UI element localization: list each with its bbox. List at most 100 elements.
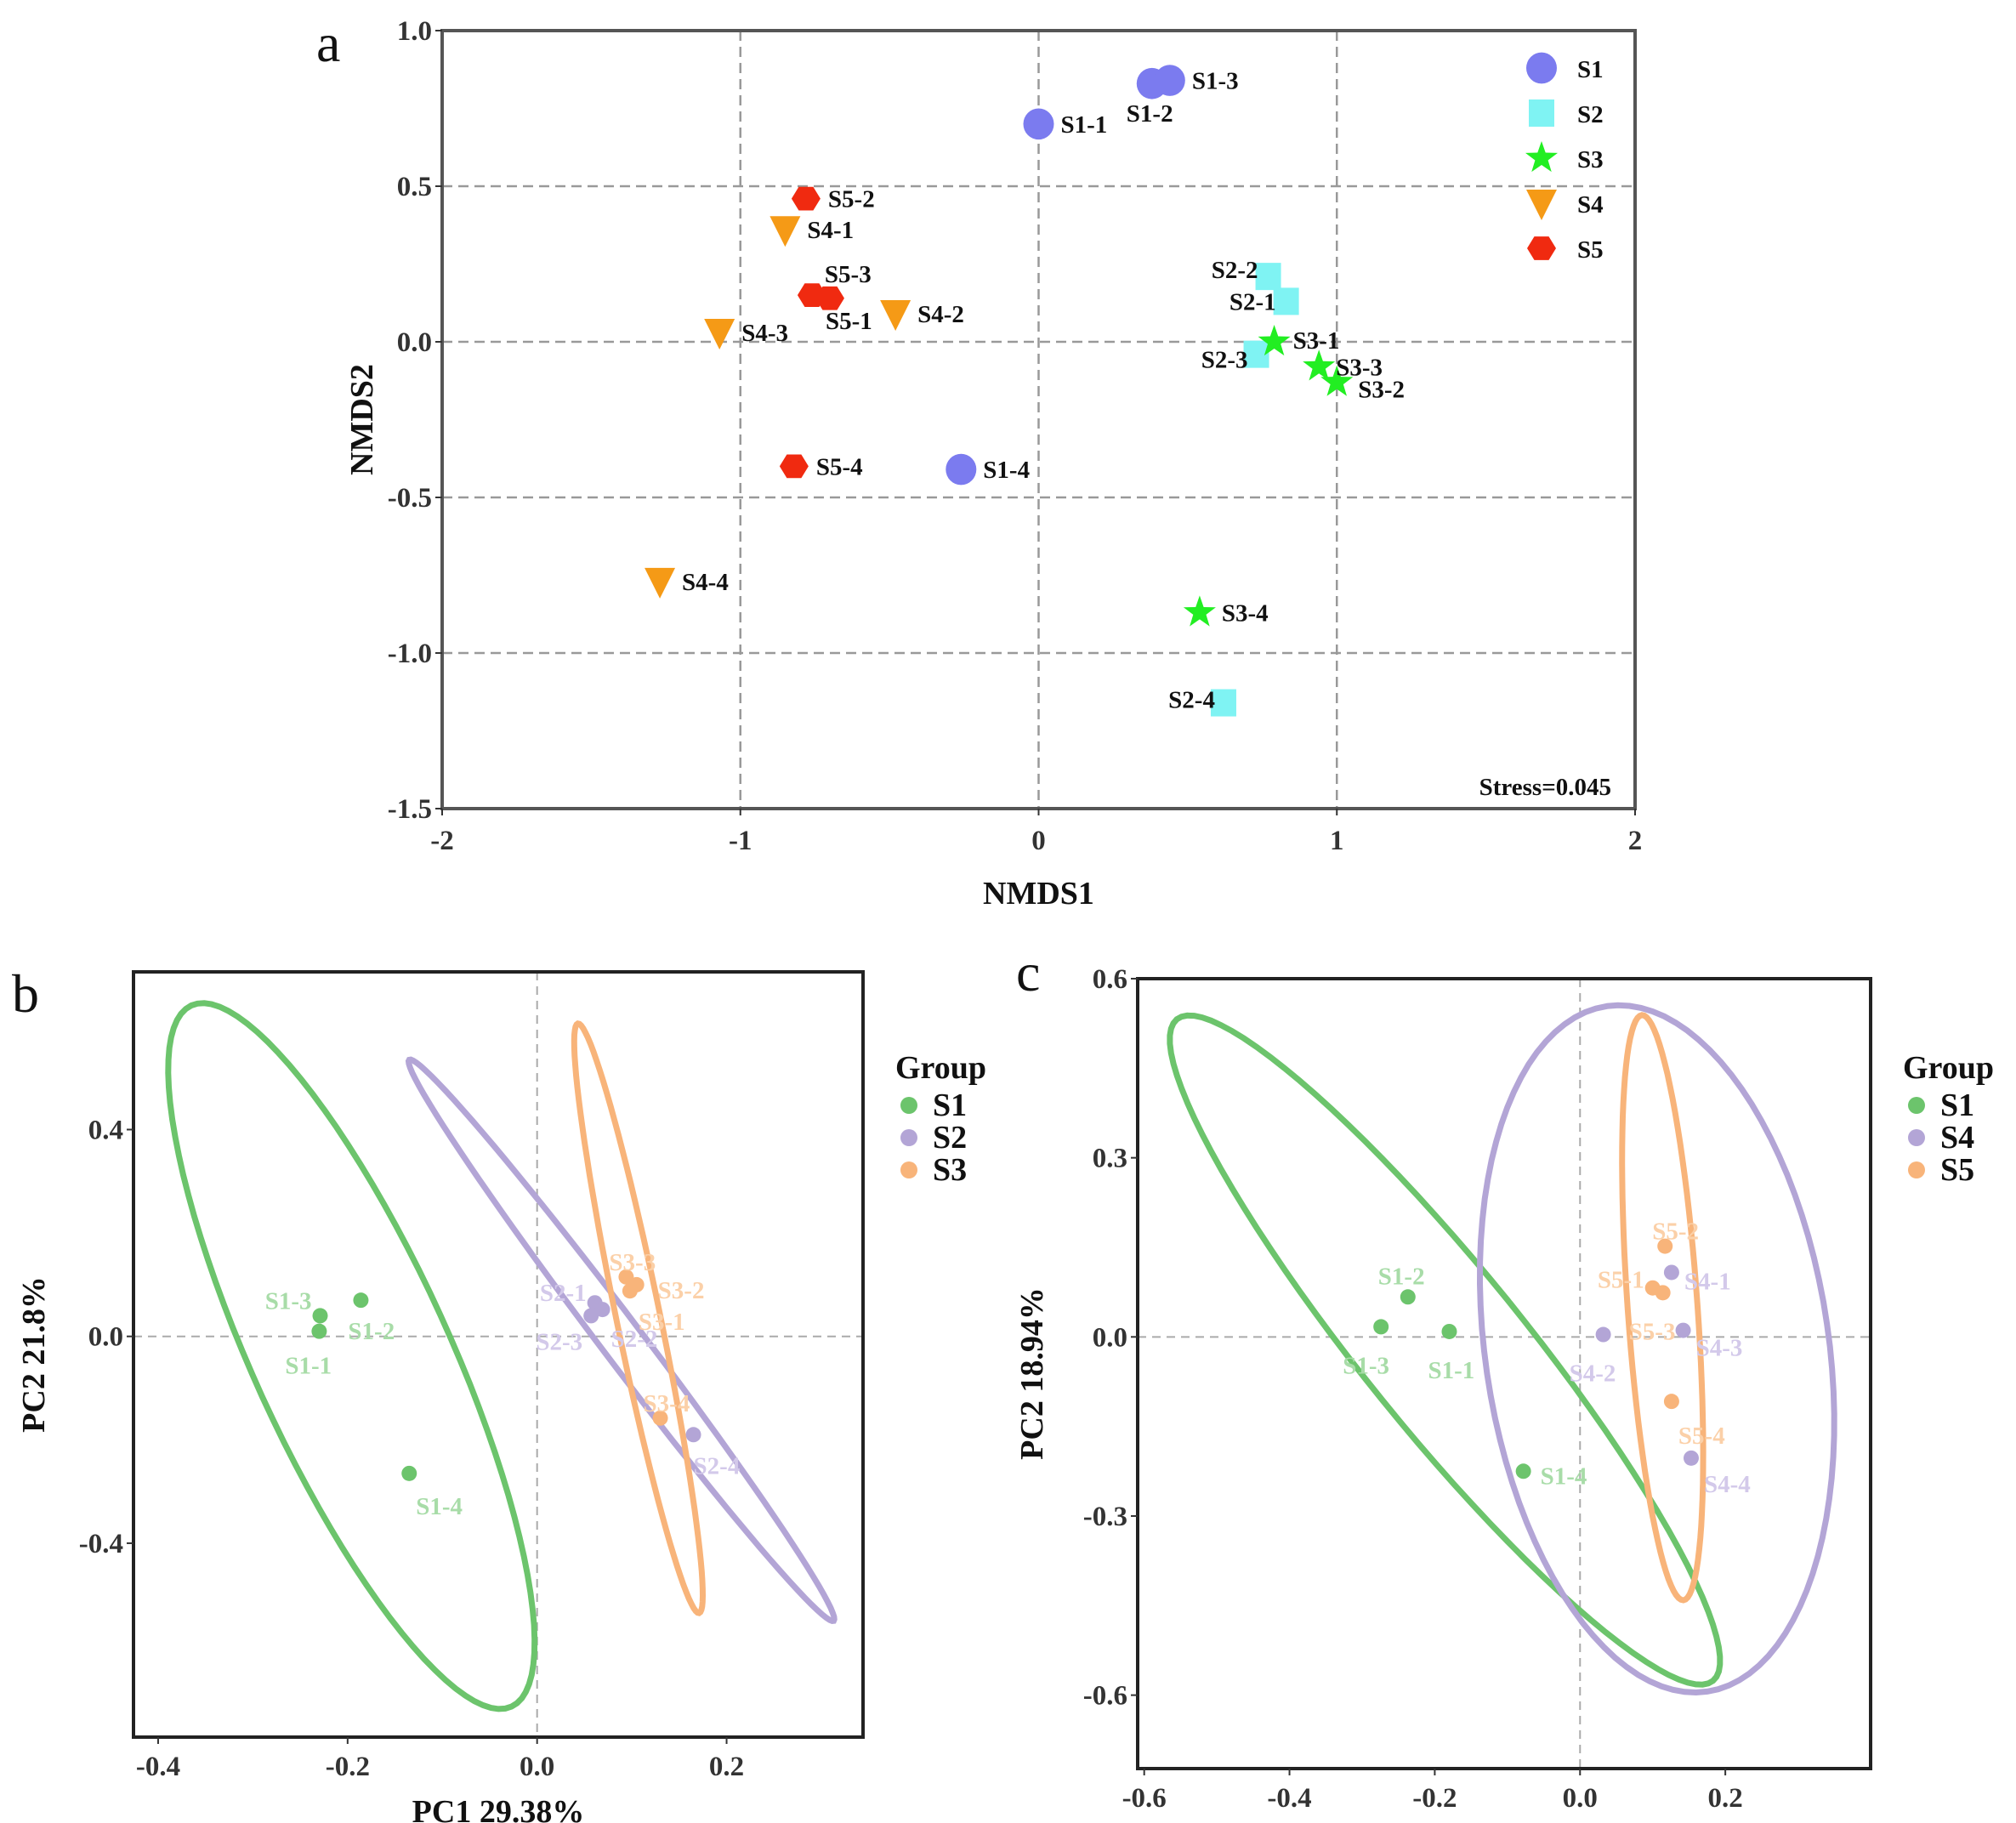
point-label-s4-2: S4-2 bbox=[917, 301, 964, 328]
point-s4-2 bbox=[880, 300, 911, 332]
confidence-ellipse-s1 bbox=[1167, 1012, 1724, 1688]
legend-label-s5: S5 bbox=[1577, 236, 1604, 264]
point-s5-3 bbox=[1655, 1285, 1671, 1301]
y-tick-label: 1.0 bbox=[397, 16, 432, 47]
point-s1-4 bbox=[946, 453, 977, 486]
point-label-s2-4: S2-4 bbox=[694, 1452, 741, 1479]
x-tick-label: 2 bbox=[1628, 826, 1643, 856]
point-s4-4 bbox=[645, 567, 676, 599]
point-label-s4-4: S4-4 bbox=[682, 569, 729, 596]
confidence-ellipse-s1 bbox=[165, 1000, 538, 1712]
legend-marker-s4 bbox=[1908, 1129, 1925, 1146]
point-s3-2 bbox=[628, 1276, 645, 1292]
legend-marker-s1 bbox=[1526, 52, 1557, 84]
point-s3-3 bbox=[1303, 349, 1336, 381]
point-label-s5-4: S5-4 bbox=[816, 453, 863, 480]
point-s2-3 bbox=[583, 1308, 599, 1324]
point-label-s5-2: S5-2 bbox=[828, 186, 875, 213]
point-s2-2 bbox=[1255, 263, 1281, 291]
y-tick-label: -0.5 bbox=[388, 483, 432, 514]
panel-letter-b: b bbox=[12, 963, 39, 1024]
point-s1-4 bbox=[1515, 1463, 1531, 1479]
y-axis-title: PC2 21.8% bbox=[16, 1276, 52, 1433]
point-s3-2 bbox=[1320, 365, 1354, 396]
point-label-s1-2: S1-2 bbox=[1127, 100, 1173, 128]
point-s4-3 bbox=[704, 319, 735, 350]
y-tick-label: -0.3 bbox=[1083, 1502, 1127, 1532]
point-s1-1 bbox=[1441, 1323, 1457, 1339]
legend-label-s1: S1 bbox=[1940, 1088, 1974, 1123]
y-axis-title: NMDS2 bbox=[344, 364, 380, 475]
stress-annotation: Stress=0.045 bbox=[1479, 774, 1611, 801]
point-label-s1-4: S1-4 bbox=[1541, 1462, 1587, 1490]
y-tick-label: -0.4 bbox=[79, 1529, 123, 1559]
point-label-s1-3: S1-3 bbox=[1192, 68, 1239, 95]
legend-label-s1: S1 bbox=[1577, 56, 1604, 83]
x-tick-label: -0.2 bbox=[1412, 1783, 1457, 1814]
point-s1-1 bbox=[311, 1323, 327, 1339]
legend-marker-s5 bbox=[1527, 236, 1556, 260]
y-tick-label: 0.0 bbox=[1093, 1322, 1127, 1353]
point-label-s1-4: S1-4 bbox=[416, 1493, 463, 1520]
point-s1-1 bbox=[1023, 108, 1054, 140]
point-s4-1 bbox=[1663, 1264, 1679, 1281]
legend-label-s3: S3 bbox=[1577, 146, 1604, 173]
legend-marker-s2 bbox=[900, 1129, 917, 1146]
point-s5-2 bbox=[791, 186, 821, 211]
legend-marker-s4 bbox=[1526, 190, 1557, 220]
x-tick-label: 0 bbox=[1031, 826, 1046, 856]
point-label-s3-4: S3-4 bbox=[644, 1390, 690, 1417]
point-label-s5-2: S5-2 bbox=[1652, 1218, 1699, 1246]
point-s2-4 bbox=[685, 1427, 701, 1443]
y-tick-label: -1.0 bbox=[388, 639, 432, 669]
point-label-s1-1: S1-1 bbox=[1428, 1357, 1474, 1384]
x-axis-title: NMDS1 bbox=[983, 876, 1094, 912]
legend-marker-s5 bbox=[1908, 1161, 1925, 1178]
y-axis-title: PC2 18.94% bbox=[1014, 1287, 1050, 1460]
point-s4-2 bbox=[1595, 1326, 1611, 1343]
point-label-s4-1: S4-1 bbox=[1684, 1268, 1731, 1295]
point-s5-4 bbox=[1663, 1394, 1679, 1410]
panel-letter-a: a bbox=[316, 13, 340, 73]
point-s4-4 bbox=[1683, 1450, 1699, 1466]
legend-marker-s2 bbox=[1529, 99, 1554, 127]
point-label-s3-2: S3-2 bbox=[658, 1277, 705, 1304]
point-label-s5-1: S5-1 bbox=[1598, 1267, 1644, 1294]
point-label-s1-2: S1-2 bbox=[1378, 1263, 1425, 1290]
plot-frame bbox=[1136, 977, 1872, 1770]
point-label-s3-3: S3-3 bbox=[609, 1249, 656, 1276]
legend: S1 S2 S3 S4 S5 bbox=[1525, 52, 1604, 264]
point-label-s3-2: S3-2 bbox=[1358, 377, 1405, 404]
y-tick-label: 0.4 bbox=[88, 1115, 123, 1145]
confidence-ellipse-s3 bbox=[571, 1020, 707, 1616]
panel-c-pcoa: c S1-1 S1-2 S1-3 S1-4 S4-1 S4-2 S4-3 S4-4 S5-1 S5… bbox=[1014, 942, 1994, 1814]
point-label-s1-3: S1-3 bbox=[265, 1287, 312, 1315]
x-tick-label: -0.6 bbox=[1122, 1783, 1167, 1814]
x-tick-label: -2 bbox=[430, 826, 454, 856]
point-s2-1 bbox=[1273, 287, 1299, 315]
point-label-s3-1: S3-1 bbox=[639, 1309, 685, 1336]
point-label-s2-4: S2-4 bbox=[1168, 687, 1215, 714]
legend-marker-s3 bbox=[900, 1161, 917, 1178]
y-tick-label: 0.3 bbox=[1093, 1144, 1127, 1174]
point-s1-4 bbox=[401, 1465, 417, 1481]
point-label-s2-2: S2-2 bbox=[611, 1326, 658, 1353]
point-s3-4 bbox=[652, 1410, 668, 1426]
point-s5-2 bbox=[1657, 1238, 1673, 1254]
x-tick-label: -1 bbox=[729, 826, 752, 856]
point-s5-3 bbox=[797, 283, 826, 307]
point-s1-2 bbox=[353, 1292, 369, 1309]
legend-label-s4: S4 bbox=[1577, 191, 1604, 219]
panel-a-nmds: a S1-1 S1-2S1-3S1-4S2-1S2-2S2-3S2-4S3-1S3… bbox=[316, 13, 1642, 912]
panel-letter-c: c bbox=[1016, 942, 1040, 1002]
point-s3-3 bbox=[618, 1269, 634, 1285]
legend-label-s2: S2 bbox=[1577, 101, 1604, 128]
point-label-s2-1: S2-1 bbox=[540, 1280, 587, 1307]
x-tick-label: 1 bbox=[1330, 826, 1344, 856]
y-tick-label: 0.0 bbox=[88, 1322, 123, 1353]
x-tick-label: -0.2 bbox=[326, 1752, 370, 1782]
point-label-s4-4: S4-4 bbox=[1704, 1471, 1751, 1498]
legend-label-s3: S3 bbox=[933, 1152, 967, 1188]
